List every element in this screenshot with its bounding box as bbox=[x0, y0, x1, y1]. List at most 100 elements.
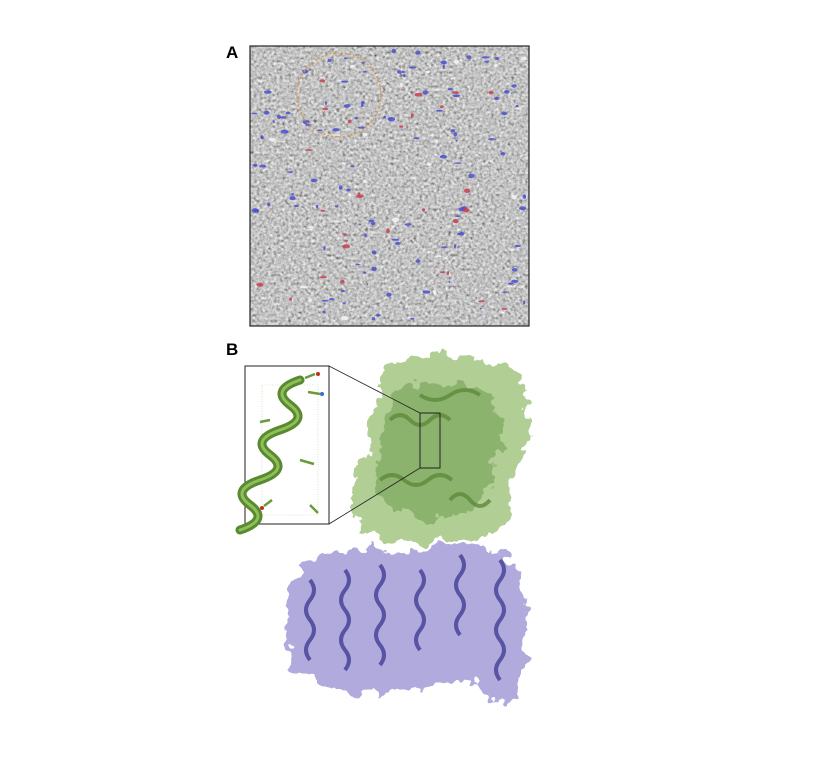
particle-speck bbox=[370, 221, 376, 226]
particle-speck bbox=[501, 307, 508, 310]
particle-speck bbox=[263, 90, 272, 94]
particle-speck bbox=[315, 204, 319, 209]
particle-speck bbox=[435, 109, 444, 112]
particle-speck bbox=[342, 302, 346, 305]
particle-speck bbox=[439, 105, 444, 109]
particle-picks bbox=[251, 48, 527, 321]
blue-ribbons bbox=[304, 553, 506, 682]
particle-speck bbox=[408, 66, 417, 69]
particle-speck bbox=[399, 125, 404, 128]
particle-speck bbox=[479, 307, 482, 310]
particle-speck bbox=[287, 171, 294, 173]
particle-speck bbox=[317, 129, 323, 132]
panel-label: B bbox=[226, 340, 238, 359]
particle-speck bbox=[254, 208, 259, 213]
particle-speck bbox=[375, 314, 381, 317]
particle-speck bbox=[269, 137, 276, 142]
particle-speck bbox=[342, 233, 347, 235]
particle-speck bbox=[440, 246, 448, 249]
particle-speck bbox=[439, 154, 448, 159]
particle-speck bbox=[435, 139, 439, 144]
particle-speck bbox=[501, 111, 508, 116]
particle-speck bbox=[425, 70, 431, 74]
particle-speck bbox=[495, 57, 499, 60]
particle-speck bbox=[452, 219, 459, 224]
particle-speck bbox=[342, 244, 351, 249]
particle-speck bbox=[440, 60, 448, 65]
particle-speck bbox=[305, 149, 314, 151]
particle-speck bbox=[334, 220, 340, 223]
particle-speck bbox=[259, 164, 267, 168]
particle-speck bbox=[371, 250, 377, 255]
particle-speck bbox=[280, 116, 287, 119]
micrograph bbox=[250, 46, 529, 326]
particle-speck bbox=[319, 276, 327, 279]
particle-speck bbox=[321, 300, 329, 302]
particle-speck bbox=[414, 92, 423, 97]
particle-speck bbox=[397, 70, 402, 74]
particle-speck bbox=[452, 91, 459, 95]
particle-speck bbox=[520, 56, 527, 61]
particle-speck bbox=[455, 215, 461, 217]
particle-speck bbox=[402, 74, 406, 78]
particle-speck bbox=[260, 135, 264, 140]
particle-speck bbox=[468, 173, 475, 178]
particle-speck bbox=[391, 225, 395, 228]
particle-speck bbox=[484, 60, 490, 63]
particle-speck bbox=[462, 208, 470, 213]
particle-speck bbox=[289, 196, 296, 201]
particle-speck bbox=[523, 300, 526, 305]
particle-speck bbox=[357, 126, 366, 129]
particle-speck bbox=[280, 129, 289, 134]
particle-speck bbox=[422, 90, 428, 95]
particle-speck bbox=[294, 204, 299, 207]
particle-speck bbox=[399, 82, 403, 88]
particle-speck bbox=[272, 120, 275, 123]
green-density bbox=[351, 354, 530, 542]
particle-speck bbox=[426, 162, 432, 166]
particle-speck bbox=[289, 297, 292, 302]
particle-speck bbox=[341, 162, 345, 165]
particle-speck bbox=[391, 238, 399, 241]
particle-speck bbox=[252, 163, 258, 167]
micrograph-frame bbox=[249, 45, 530, 327]
particle-speck bbox=[362, 132, 368, 137]
particle-speck bbox=[350, 64, 355, 69]
particle-speck bbox=[432, 289, 437, 294]
particle-speck bbox=[291, 192, 294, 196]
particle-speck bbox=[364, 233, 367, 238]
particle-speck bbox=[391, 48, 397, 54]
particle-speck bbox=[355, 263, 360, 266]
particle-speck bbox=[340, 315, 349, 321]
particle-speck bbox=[404, 80, 410, 83]
particle-speck bbox=[391, 217, 400, 223]
particle-speck bbox=[346, 188, 351, 192]
particle-speck bbox=[344, 239, 348, 242]
particle-speck bbox=[453, 59, 460, 64]
particle-speck bbox=[342, 219, 347, 222]
particle-speck bbox=[454, 162, 462, 164]
particle-speck bbox=[488, 90, 494, 95]
particle-speck bbox=[387, 117, 396, 122]
particle-speck bbox=[488, 138, 495, 141]
zoom-line bbox=[328, 467, 421, 525]
zoom-box bbox=[419, 412, 441, 469]
particle-speck bbox=[410, 317, 415, 320]
particle-speck bbox=[478, 300, 486, 303]
particle-speck bbox=[410, 113, 414, 118]
particle-speck bbox=[415, 50, 421, 55]
particle-speck bbox=[371, 266, 377, 271]
particle-speck bbox=[404, 223, 412, 226]
particle-speck bbox=[448, 281, 451, 283]
particle-speck bbox=[502, 291, 508, 294]
particle-speck bbox=[340, 279, 345, 284]
particle-speck bbox=[362, 271, 367, 274]
particle-speck bbox=[323, 246, 326, 251]
particle-speck bbox=[276, 114, 282, 119]
particle-speck bbox=[481, 56, 490, 59]
particle-speck bbox=[308, 298, 312, 303]
particle-speck bbox=[454, 244, 456, 249]
particle-speck bbox=[455, 139, 458, 142]
particle-speck bbox=[373, 145, 377, 148]
